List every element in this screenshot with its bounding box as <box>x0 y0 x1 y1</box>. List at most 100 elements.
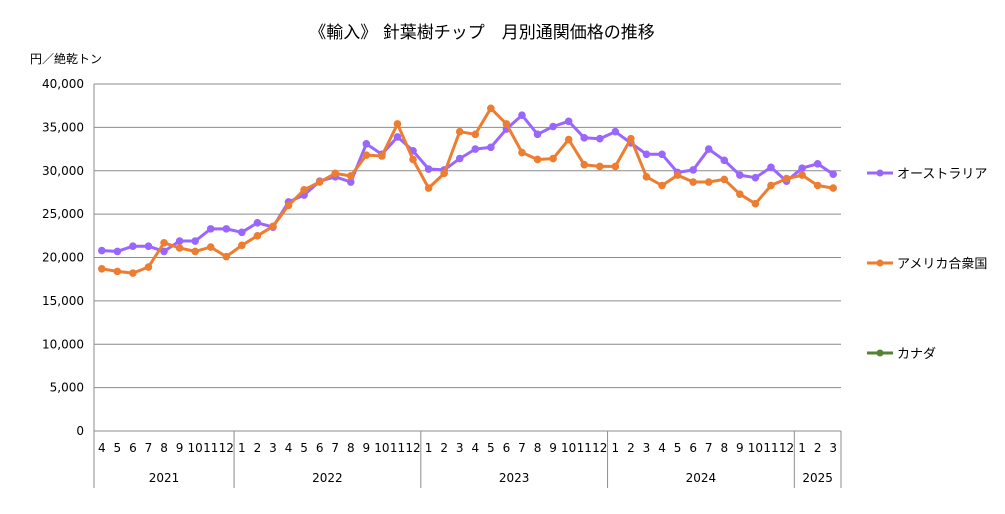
x-tick-label: 3 <box>269 441 277 455</box>
data-point <box>424 165 433 173</box>
data-point <box>518 148 526 157</box>
legend-label: オーストラリア <box>897 167 987 182</box>
x-tick-label: 7 <box>145 441 153 455</box>
data-point <box>642 150 651 159</box>
data-point <box>113 247 122 256</box>
x-tick-label: 8 <box>720 441 728 455</box>
data-point <box>595 134 604 143</box>
x-tick-label: 8 <box>347 441 355 455</box>
x-tick-label: 10 <box>188 441 203 455</box>
data-point <box>720 175 729 184</box>
x-tick-label: 10 <box>748 441 763 455</box>
data-point <box>191 247 199 256</box>
data-point <box>269 222 277 231</box>
data-point <box>378 152 386 160</box>
year-label: 2025 <box>802 471 833 485</box>
data-point <box>284 201 293 210</box>
data-point <box>487 104 495 113</box>
x-tick-label: 10 <box>374 441 389 455</box>
data-point <box>627 134 635 143</box>
data-point <box>549 122 557 131</box>
data-point <box>222 252 231 261</box>
data-point <box>549 154 557 163</box>
legend-marker <box>876 259 884 267</box>
data-point <box>798 171 806 179</box>
data-point <box>767 163 775 172</box>
data-point <box>393 120 402 128</box>
data-point <box>393 133 402 141</box>
data-point <box>409 155 417 164</box>
data-point <box>813 160 822 168</box>
x-tick-label: 5 <box>487 441 495 455</box>
data-point <box>97 246 106 255</box>
data-point <box>658 150 666 159</box>
x-tick-label: 7 <box>705 441 713 455</box>
x-tick-label: 11 <box>763 441 778 455</box>
x-tick-label: 12 <box>405 441 420 455</box>
data-point <box>642 173 651 181</box>
x-tick-label: 7 <box>518 441 526 455</box>
y-tick-label: 30,000 <box>42 164 84 178</box>
data-point <box>206 225 215 233</box>
x-tick-label: 9 <box>736 441 744 455</box>
year-label: 2023 <box>499 471 530 485</box>
data-point <box>160 247 168 256</box>
x-tick-label: 2 <box>440 441 448 455</box>
x-tick-label: 12 <box>219 441 234 455</box>
legend-marker <box>876 169 884 177</box>
data-point <box>829 170 838 179</box>
data-point <box>564 117 573 126</box>
data-point <box>487 143 495 152</box>
data-point <box>191 237 199 245</box>
x-tick-label: 12 <box>779 441 794 455</box>
data-point <box>362 151 371 159</box>
x-tick-label: 2 <box>254 441 262 455</box>
x-tick-label: 9 <box>549 441 557 455</box>
data-point <box>689 166 697 174</box>
x-tick-label: 4 <box>285 441 293 455</box>
data-point <box>175 244 184 252</box>
data-point <box>564 135 573 144</box>
x-tick-label: 5 <box>114 441 122 455</box>
data-point <box>471 130 480 139</box>
data-point <box>502 120 511 128</box>
data-point <box>580 160 589 169</box>
data-point <box>518 111 526 120</box>
data-point <box>331 169 340 178</box>
data-point <box>160 238 168 247</box>
data-point <box>533 130 542 139</box>
data-point <box>689 178 697 186</box>
y-tick-label: 20,000 <box>42 251 84 265</box>
data-point <box>720 156 729 165</box>
x-tick-label: 5 <box>300 441 308 455</box>
data-point <box>144 263 153 271</box>
y-tick-label: 40,000 <box>42 77 84 91</box>
x-tick-label: 1 <box>238 441 246 455</box>
data-point <box>129 269 137 277</box>
y-tick-label: 25,000 <box>42 207 84 221</box>
x-tick-label: 10 <box>561 441 576 455</box>
x-tick-label: 6 <box>689 441 697 455</box>
data-point <box>455 154 464 163</box>
x-tick-label: 6 <box>316 441 324 455</box>
x-tick-label: 9 <box>363 441 371 455</box>
data-point <box>471 145 480 153</box>
data-point <box>813 181 822 190</box>
x-tick-label: 11 <box>390 441 405 455</box>
data-point <box>704 178 713 186</box>
data-point <box>751 173 760 182</box>
data-point <box>222 225 231 233</box>
year-label: 2021 <box>149 471 180 485</box>
x-tick-label: 11 <box>203 441 218 455</box>
y-axis-unit-label: 円／絶乾トン <box>30 51 102 66</box>
data-point <box>704 145 713 153</box>
data-point <box>595 162 604 171</box>
x-tick-label: 9 <box>176 441 184 455</box>
y-tick-label: 0 <box>76 424 84 438</box>
data-point <box>238 241 246 250</box>
data-point <box>113 267 122 276</box>
data-point <box>611 127 620 136</box>
x-tick-label: 8 <box>160 441 168 455</box>
